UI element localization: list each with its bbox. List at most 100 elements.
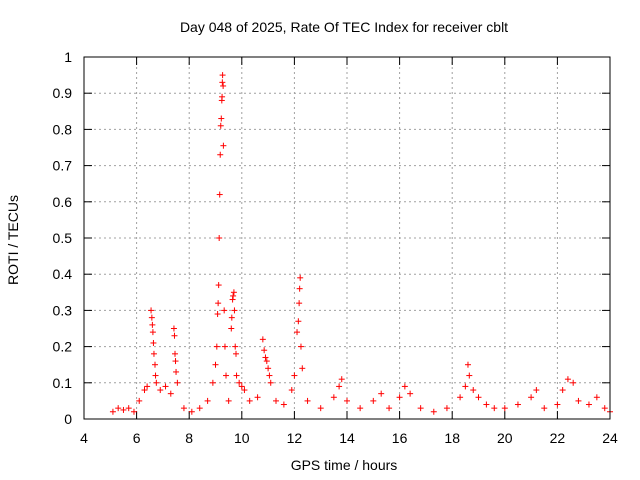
data-point — [554, 401, 561, 408]
data-point — [171, 350, 178, 357]
data-point — [288, 387, 295, 394]
data-point — [231, 307, 238, 314]
data-point — [219, 79, 226, 86]
data-point — [401, 383, 408, 390]
y-tick-label: 0.4 — [53, 266, 73, 282]
data-point — [386, 405, 393, 412]
data-point — [593, 394, 600, 401]
data-point — [336, 383, 343, 390]
data-point — [570, 379, 577, 386]
data-point — [357, 405, 364, 412]
data-point — [216, 191, 223, 198]
data-point — [170, 325, 177, 332]
y-tick-label: 0.5 — [53, 230, 73, 246]
y-axis-label: ROTI / TECUs — [5, 195, 21, 285]
data-point — [115, 405, 122, 412]
data-point — [230, 292, 237, 299]
data-point — [263, 358, 270, 365]
data-point — [228, 314, 235, 321]
x-tick-label: 18 — [444, 430, 460, 446]
data-point — [470, 387, 477, 394]
data-point — [528, 394, 535, 401]
data-point — [272, 397, 279, 404]
data-point — [141, 387, 148, 394]
data-point — [417, 405, 424, 412]
data-point — [144, 383, 151, 390]
data-point — [294, 329, 301, 336]
data-point — [215, 282, 222, 289]
y-tick-label: 0.2 — [53, 339, 73, 355]
data-point — [149, 329, 156, 336]
data-point — [296, 300, 303, 307]
data-point — [265, 365, 272, 372]
data-point — [150, 350, 157, 357]
data-point — [136, 397, 143, 404]
data-point — [464, 361, 471, 368]
data-point — [150, 339, 157, 346]
data-point — [262, 354, 269, 361]
data-point — [338, 376, 345, 383]
y-tick-label: 1 — [64, 49, 72, 65]
data-point — [233, 372, 240, 379]
data-point — [430, 408, 437, 415]
data-point — [466, 372, 473, 379]
data-point — [575, 397, 582, 404]
data-point — [220, 142, 227, 149]
chart-title: Day 048 of 2025, Rate Of TEC Index for r… — [180, 19, 508, 35]
data-point — [297, 274, 304, 281]
data-point — [396, 394, 403, 401]
data-point — [213, 343, 220, 350]
data-point — [125, 405, 132, 412]
data-point — [299, 365, 306, 372]
data-point — [220, 82, 227, 89]
data-point — [167, 390, 174, 397]
x-tick-label: 16 — [392, 430, 408, 446]
data-point — [174, 379, 181, 386]
data-point — [157, 387, 164, 394]
data-point — [148, 307, 155, 314]
data-point — [295, 318, 302, 325]
data-point — [501, 405, 508, 412]
data-point — [585, 401, 592, 408]
data-point — [209, 379, 216, 386]
data-point — [214, 311, 221, 318]
data-point — [238, 383, 245, 390]
data-point — [233, 350, 240, 357]
data-point — [173, 368, 180, 375]
data-point — [120, 406, 127, 413]
x-tick-label: 24 — [602, 430, 618, 446]
data-point — [443, 405, 450, 412]
data-point — [564, 376, 571, 383]
x-tick-label: 14 — [339, 430, 355, 446]
data-point — [109, 408, 116, 415]
data-point — [221, 307, 228, 314]
data-point — [204, 397, 211, 404]
data-point — [261, 347, 268, 354]
data-point — [232, 343, 239, 350]
data-point — [162, 383, 169, 390]
y-tick-label: 0 — [64, 411, 72, 427]
data-point — [491, 405, 498, 412]
data-point — [246, 397, 253, 404]
data-point — [230, 289, 237, 296]
data-point — [533, 387, 540, 394]
data-point — [514, 401, 521, 408]
data-point — [317, 405, 324, 412]
data-point — [541, 405, 548, 412]
data-point — [215, 300, 222, 307]
data-point — [407, 390, 414, 397]
axis-ticks: 4 6 8 10 12 14 16 18 20 22 24 0 0.1 0.2 0.3 0.4 0.5 0.6 0.… — [53, 49, 618, 446]
data-point — [280, 401, 287, 408]
data-point — [483, 401, 490, 408]
x-tick-label: 6 — [133, 430, 141, 446]
x-tick-label: 20 — [497, 430, 513, 446]
data-point — [559, 387, 566, 394]
x-tick-label: 8 — [185, 430, 193, 446]
data-point — [149, 321, 156, 328]
data-point — [221, 343, 228, 350]
data-point — [378, 390, 385, 397]
data-point — [601, 405, 608, 412]
data-point — [236, 379, 243, 386]
